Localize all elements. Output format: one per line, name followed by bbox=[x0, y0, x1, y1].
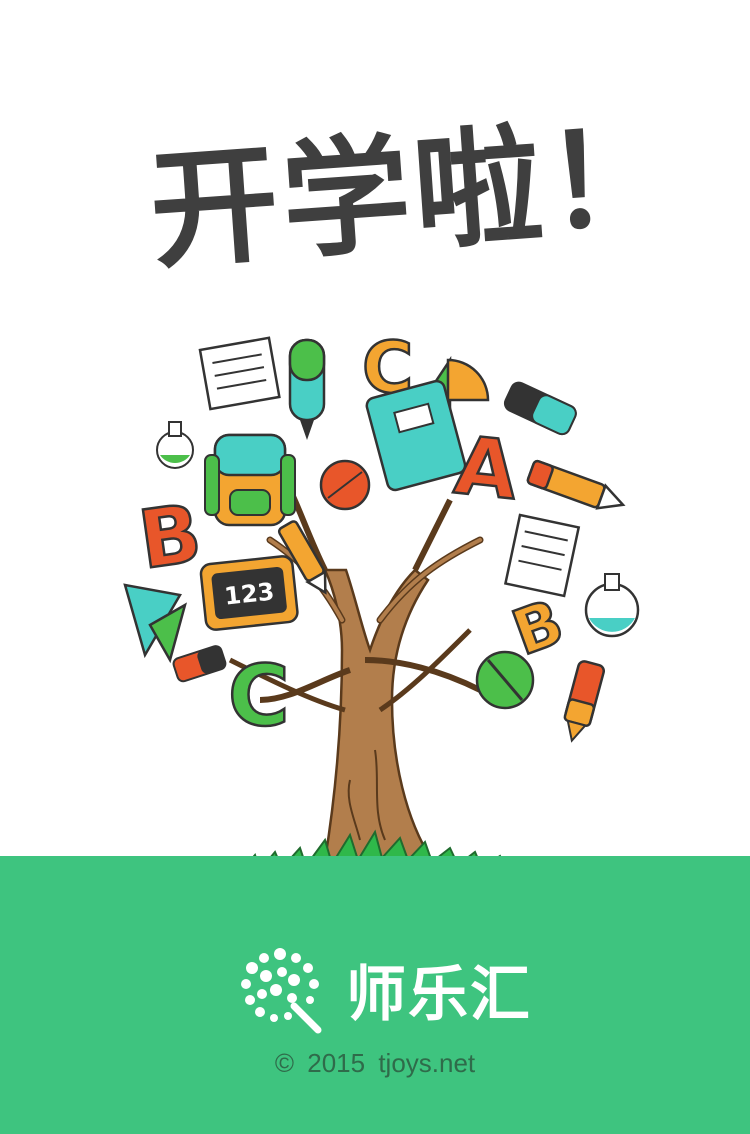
headline-area: 开学啦！ bbox=[0, 70, 750, 300]
paper-icon-right bbox=[503, 513, 581, 598]
school-tree-illustration: C A B bbox=[123, 326, 640, 882]
chalkboard-number: 123 bbox=[223, 577, 276, 610]
footer-banner: 师乐汇 © 2015 tjoys.net bbox=[0, 856, 750, 1134]
ruler-icon-left bbox=[123, 583, 187, 664]
brand-name: 师乐汇 bbox=[346, 959, 532, 1030]
letter-b-left: B bbox=[133, 486, 206, 587]
backpack-icon bbox=[204, 433, 296, 527]
notebook-icon bbox=[365, 379, 467, 492]
copyright-symbol: © bbox=[274, 1048, 295, 1078]
letter-a: A bbox=[451, 419, 522, 518]
eraser-icon-small bbox=[172, 645, 227, 683]
pencil-icon-small bbox=[277, 520, 327, 595]
letter-c-bottom: C bbox=[228, 647, 290, 745]
chalkboard-icon: 123 bbox=[199, 555, 299, 631]
brand-logo: 师乐汇 bbox=[236, 944, 532, 1034]
crayon-icon bbox=[563, 660, 606, 743]
protractor-icon bbox=[446, 358, 490, 402]
flask-icon-left bbox=[156, 421, 194, 469]
notepad-icon bbox=[198, 336, 281, 411]
copyright-site-link[interactable]: tjoys.net bbox=[378, 1048, 476, 1078]
copyright-line: © 2015 tjoys.net bbox=[0, 1048, 750, 1079]
dotted-flower-logo-icon bbox=[241, 948, 322, 1034]
flask-icon-right bbox=[584, 573, 640, 638]
tree-trunk bbox=[228, 488, 484, 862]
headline-title: 开学啦！ bbox=[145, 100, 683, 288]
eraser-icon bbox=[503, 381, 577, 436]
pencil-icon-right bbox=[526, 459, 626, 510]
ball-icon-right bbox=[475, 650, 535, 710]
marker-icon bbox=[288, 338, 326, 440]
ball-icon-top bbox=[319, 459, 371, 511]
copyright-year: 2015 bbox=[307, 1048, 366, 1078]
